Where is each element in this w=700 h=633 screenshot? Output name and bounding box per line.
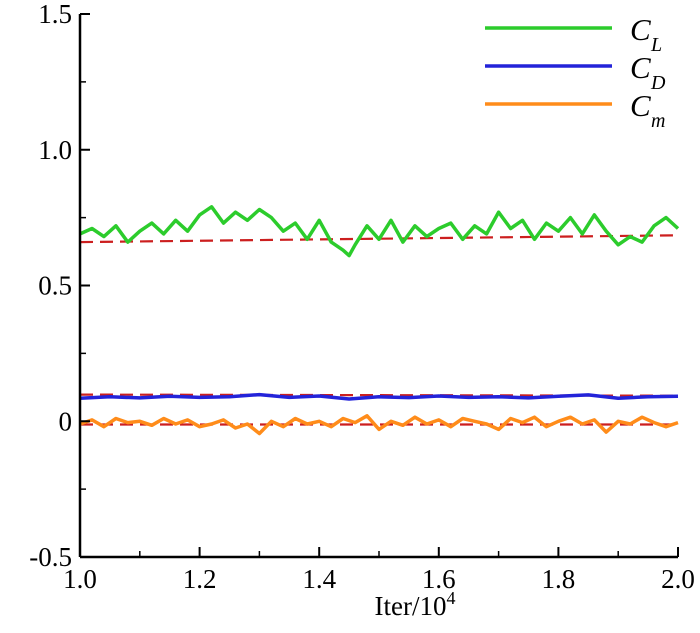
y-tick-label: 0.5 xyxy=(38,271,72,301)
series-line-c-d xyxy=(79,392,679,401)
x-tick-label: 1.6 xyxy=(422,564,456,594)
axes xyxy=(78,13,679,559)
y-tick-label: -0.5 xyxy=(29,542,72,572)
x-tick-label: 1.2 xyxy=(183,564,217,594)
legend-label-c-d: C xyxy=(630,50,651,85)
series-line-c-m xyxy=(79,414,679,436)
legend-label-c-m: C xyxy=(630,88,651,123)
series-line-c-l xyxy=(79,205,680,258)
x-tick-label: 1.8 xyxy=(542,564,576,594)
x-tick-label: 1.0 xyxy=(63,564,97,594)
legend-subscript-c-d: D xyxy=(650,72,666,94)
legend: C LC DC m xyxy=(485,12,666,132)
x-axis-title: Iter/104 xyxy=(375,588,456,621)
y-tick-label: 0 xyxy=(59,406,73,436)
series-lines xyxy=(79,205,680,436)
legend-label-c-l: C xyxy=(630,12,651,47)
y-tick-label: 1.5 xyxy=(38,0,72,29)
x-tick-label: 2.0 xyxy=(661,564,695,594)
legend-subscript-c-l: L xyxy=(650,34,662,56)
legend-subscript-c-m: m xyxy=(651,110,665,132)
x-tick-label: 1.4 xyxy=(302,564,336,594)
x-axis-title-superscript: 4 xyxy=(446,588,455,608)
y-tick-label: 1.0 xyxy=(38,135,72,165)
x-axis-title-text: Iter/10 xyxy=(375,591,447,621)
tick-labels: -0.5 0 0.5 1.0 1.5 1.0 1.2 1.4 1.6 1.8 2.0 xyxy=(29,0,695,594)
